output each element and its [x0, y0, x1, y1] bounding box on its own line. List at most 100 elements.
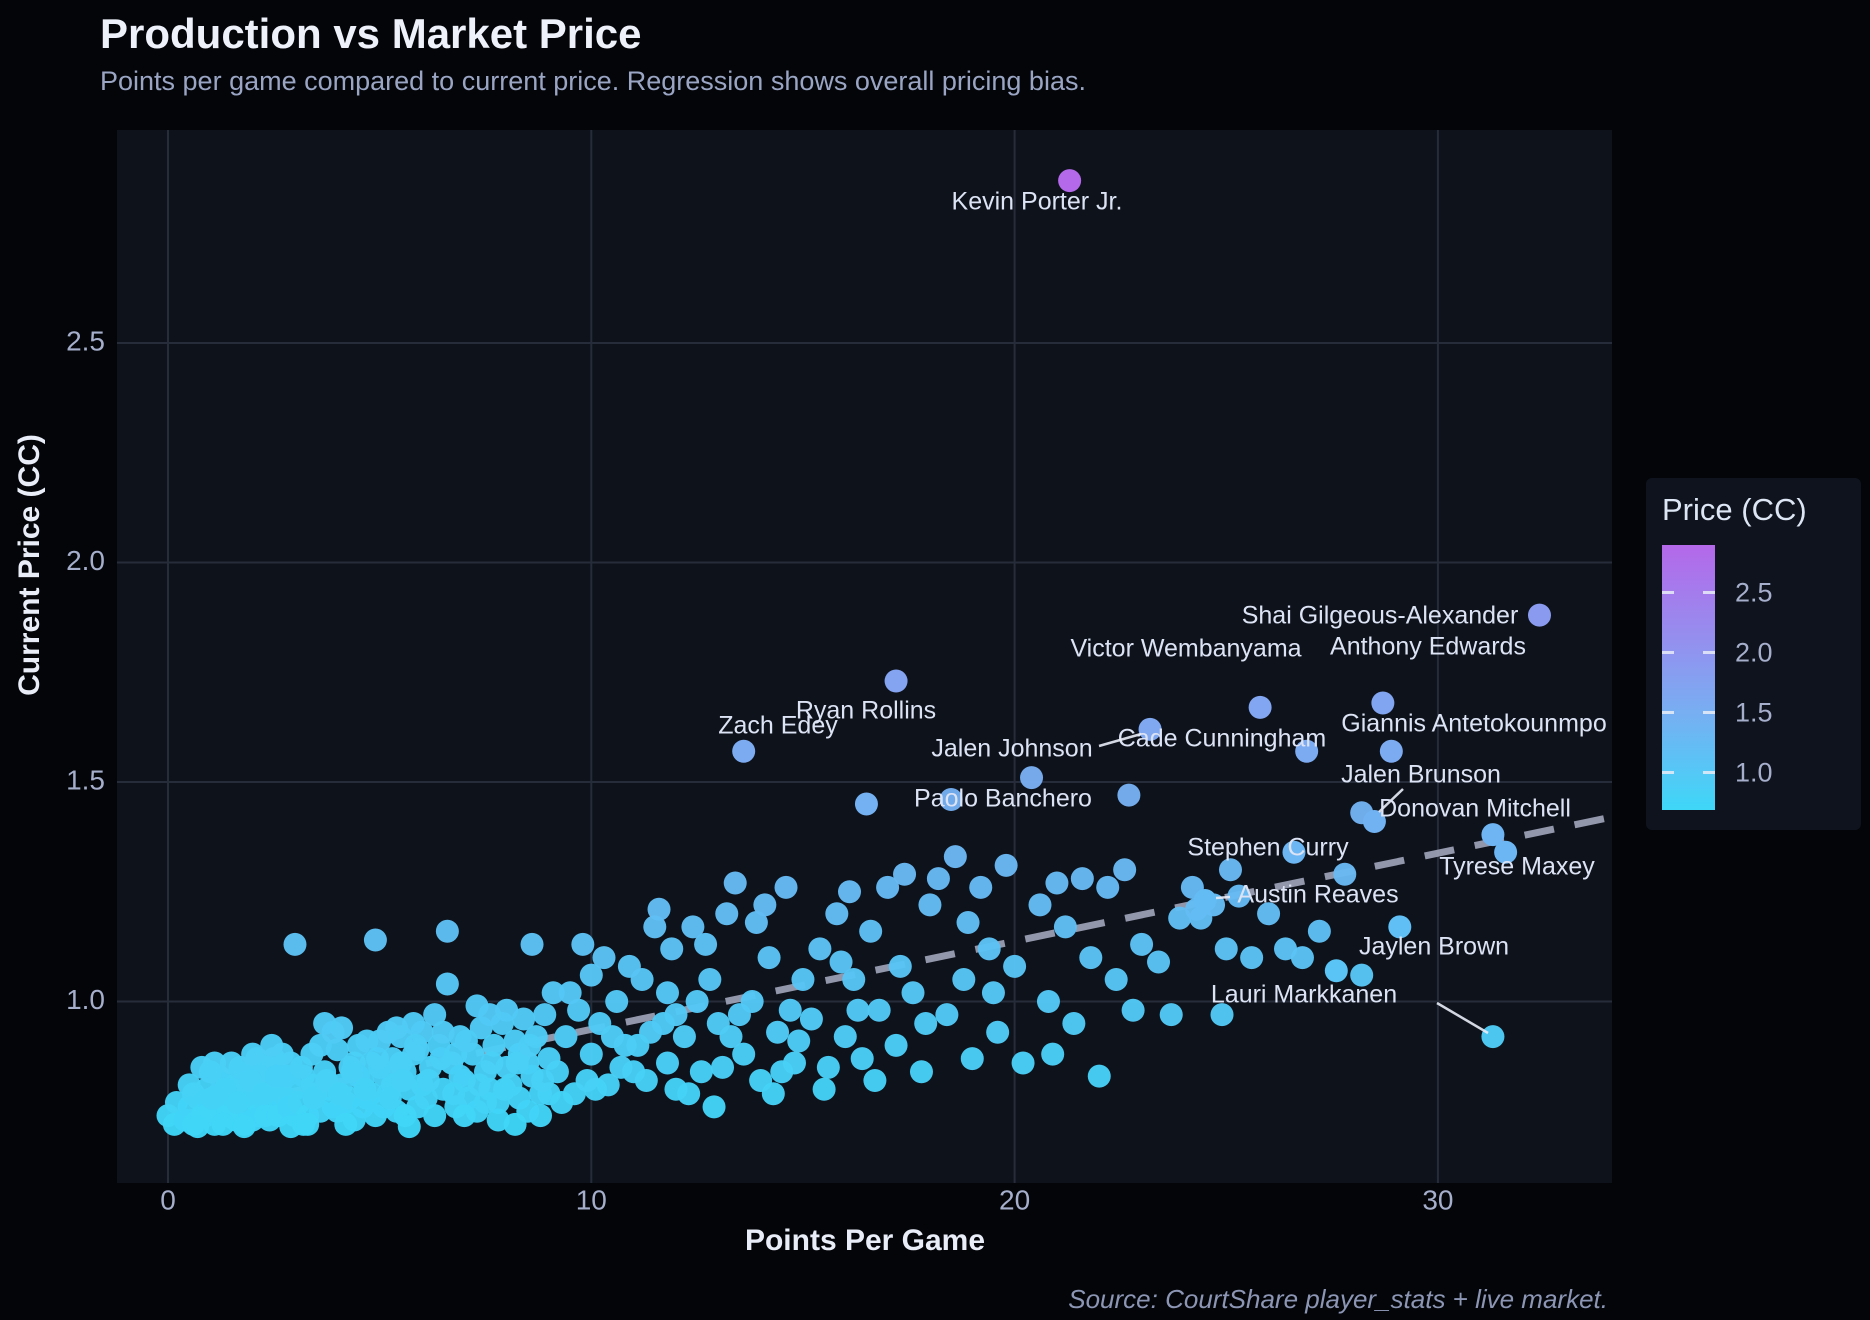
scatter-point: [558, 981, 582, 1005]
scatter-point-labeled: [884, 669, 908, 693]
scatter-point: [1003, 954, 1027, 978]
scatter-point: [480, 1051, 504, 1075]
scatter-point: [1274, 937, 1298, 961]
scatter-point: [1290, 946, 1314, 970]
scatter-point: [423, 1003, 447, 1027]
legend-tick-mark: [1703, 651, 1715, 655]
scatter-point: [888, 954, 912, 978]
legend-tick-label: 2.5: [1735, 577, 1773, 608]
scatter-point: [981, 981, 1005, 1005]
scatter-point: [289, 1055, 313, 1079]
scatter-point-labeled: [1362, 810, 1386, 834]
scatter-point: [681, 915, 705, 939]
scatter-point: [774, 875, 798, 899]
scatter-point-labeled: [1248, 695, 1272, 719]
scatter-point: [698, 968, 722, 992]
scatter-point-labeled: [1388, 915, 1412, 939]
scatter-point: [816, 1055, 840, 1079]
scatter-point: [744, 910, 768, 934]
scatter-point: [579, 1042, 603, 1066]
scatter-point: [770, 1060, 794, 1084]
scatter-point: [545, 1060, 569, 1084]
scatter-point: [404, 1033, 428, 1057]
y-tick-label: 2.5: [66, 325, 105, 356]
scatter-point: [1121, 998, 1145, 1022]
scatter-point-labeled: [1494, 840, 1518, 864]
scatter-point: [1041, 1042, 1065, 1066]
legend-tick-mark: [1703, 771, 1715, 775]
scatter-point: [429, 1047, 453, 1071]
scatter-point: [1210, 1003, 1234, 1027]
scatter-point: [732, 1042, 756, 1066]
scatter-point: [366, 1047, 390, 1071]
scatter-point: [977, 937, 1001, 961]
y-tick-label: 2.0: [66, 545, 105, 576]
scatter-point: [791, 968, 815, 992]
scatter-point: [994, 853, 1018, 877]
legend-tick-mark: [1703, 711, 1715, 715]
scatter-point: [952, 968, 976, 992]
scatter-point: [431, 1020, 455, 1044]
scatter-point: [812, 1077, 836, 1101]
scatter-point: [1062, 1011, 1086, 1035]
scatter-point: [478, 1003, 502, 1027]
scatter-point: [334, 1112, 358, 1136]
scatter-point-labeled: [1527, 603, 1551, 627]
scatter-point: [232, 1115, 256, 1139]
scatter-point: [571, 932, 595, 956]
scatter-point: [626, 1033, 650, 1057]
scatter-point: [1481, 1025, 1505, 1049]
y-tick-label: 1.5: [66, 764, 105, 795]
point-label: Stephen Curry: [1187, 834, 1349, 862]
scatter-point: [634, 1069, 658, 1093]
scatter-point: [808, 937, 832, 961]
point-label: Shai Gilgeous-Alexander: [1242, 602, 1519, 630]
scatter-point: [647, 897, 671, 921]
scatter-point: [186, 1115, 210, 1139]
scatter-point: [351, 1095, 375, 1119]
x-tick-label: 30: [1422, 1184, 1453, 1215]
label-leader-line: [1215, 895, 1231, 900]
scatter-point-labeled: [732, 739, 756, 763]
legend-title: Price (CC): [1662, 492, 1807, 527]
scatter-point: [956, 910, 980, 934]
scatter-point: [867, 998, 891, 1022]
y-axis-title: Current Price (CC): [13, 434, 46, 696]
scatter-point: [1117, 783, 1141, 807]
scatter-point: [512, 1007, 536, 1031]
legend: Price (CC) 2.5 2.0 1.5 1.0: [1646, 478, 1861, 830]
scatter-point: [177, 1073, 201, 1097]
scatter-point: [1045, 871, 1069, 895]
scatter-point: [859, 919, 883, 943]
scatter-point: [702, 1095, 726, 1119]
scatter-point: [442, 1082, 466, 1106]
scatter-point: [1087, 1064, 1111, 1088]
scatter-point: [198, 1060, 222, 1084]
scatter-point: [1020, 766, 1044, 790]
scatter-point: [1028, 893, 1052, 917]
scatter-point: [353, 1077, 377, 1101]
scatter-point: [1113, 858, 1137, 882]
scatter-point: [711, 1055, 735, 1079]
point-label: Victor Wembanyama: [1070, 635, 1301, 663]
scatter-point: [766, 1020, 790, 1044]
scatter-point: [723, 871, 747, 895]
point-label: Donovan Mitchell: [1379, 795, 1571, 823]
scatter-point: [1168, 906, 1192, 930]
scatter-point: [533, 1003, 557, 1027]
scatter-point: [1159, 1003, 1183, 1027]
point-label: Anthony Edwards: [1330, 633, 1526, 661]
scatter-point: [541, 981, 565, 1005]
scatter-point: [575, 1069, 599, 1093]
scatter-point: [719, 1025, 743, 1049]
scatter-point: [939, 788, 963, 812]
scatter-point: [482, 1033, 506, 1057]
scatter-point: [448, 1064, 472, 1088]
scatter-point: [340, 1060, 364, 1084]
scatter-point: [969, 875, 993, 899]
scatter-point: [863, 1069, 887, 1093]
scatter-point-labeled: [1481, 823, 1505, 847]
scatter-point: [414, 1086, 438, 1110]
legend-tick-mark: [1662, 711, 1674, 715]
scatter-point: [842, 968, 866, 992]
